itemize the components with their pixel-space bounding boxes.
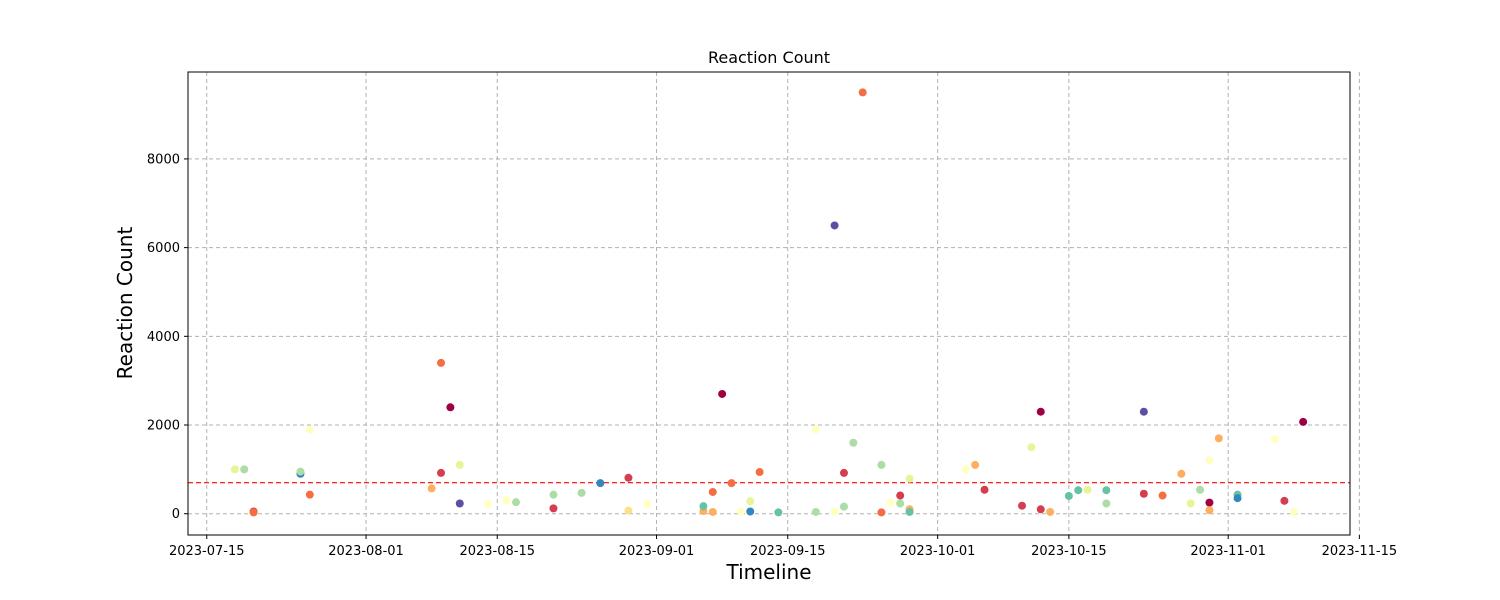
scatter-point [708, 507, 717, 516]
scatter-point [1177, 469, 1186, 478]
scatter-point [455, 460, 464, 469]
scatter-point [830, 221, 839, 230]
data-points [230, 88, 1308, 517]
scatter-point [437, 468, 446, 477]
scatter-point [1233, 494, 1242, 503]
x-axis-title: Timeline [725, 560, 811, 584]
scatter-point [1280, 496, 1289, 505]
scatter-point [240, 465, 249, 474]
scatter-point [596, 479, 605, 488]
scatter-point [877, 508, 886, 517]
scatter-point [905, 507, 914, 516]
chart-title: Reaction Count [708, 48, 830, 67]
scatter-point [839, 502, 848, 511]
scatter-point [1018, 501, 1027, 510]
x-tick-label: 2023-11-01 [1190, 544, 1266, 559]
scatter-point [305, 490, 314, 499]
scatter-point [877, 460, 886, 469]
scatter-point [718, 389, 727, 398]
scatter-point [624, 473, 633, 482]
scatter-point [811, 425, 820, 434]
scatter-point [549, 504, 558, 513]
x-tick-label: 2023-07-15 [169, 544, 245, 559]
grid-lines [188, 72, 1360, 535]
scatter-point [249, 508, 258, 517]
scatter-point [1074, 486, 1083, 495]
scatter-point [746, 507, 755, 516]
scatter-point [455, 499, 464, 508]
scatter-point [736, 507, 745, 516]
scatter-point [708, 487, 717, 496]
scatter-point [549, 490, 558, 499]
scatter-point [437, 358, 446, 367]
scatter-point [1271, 435, 1280, 444]
scatter-point [961, 465, 970, 474]
scatter-point [1102, 486, 1111, 495]
scatter-point [511, 498, 520, 507]
scatter-point [1046, 507, 1055, 516]
scatter-point [746, 497, 755, 506]
scatter-point [624, 506, 633, 515]
scatter-point [971, 460, 980, 469]
y-tick-label: 0 [172, 507, 180, 522]
y-tick-label: 2000 [147, 419, 180, 434]
scatter-point [502, 496, 511, 505]
scatter-point [849, 438, 858, 447]
scatter-point [858, 88, 867, 97]
scatter-point [980, 485, 989, 494]
x-tick-label: 2023-08-01 [328, 544, 404, 559]
scatter-point [896, 499, 905, 508]
x-tick-label: 2023-09-01 [619, 544, 695, 559]
scatter-point [699, 502, 708, 511]
axis-ticks: 2023-07-15 2023-08-01 2023-08-15 2023-09-01… [147, 152, 1397, 559]
plot-background [188, 72, 1350, 535]
scatter-point [1186, 499, 1195, 508]
scatter-point [1196, 485, 1205, 494]
scatter-point [727, 479, 736, 488]
scatter-point [755, 468, 764, 477]
x-tick-label: 2023-09-15 [750, 544, 826, 559]
y-tick-label: 8000 [147, 152, 180, 167]
scatter-point [296, 467, 305, 476]
scatter-point [1102, 499, 1111, 508]
scatter-point [1036, 505, 1045, 514]
x-tick-label: 2023-08-15 [459, 544, 535, 559]
scatter-point [1139, 407, 1148, 416]
x-tick-label: 2023-10-01 [900, 544, 976, 559]
plot-frame [187, 71, 1351, 536]
scatter-point [839, 468, 848, 477]
scatter-point [830, 507, 839, 516]
scatter-point [427, 484, 436, 493]
scatter-point [1158, 491, 1167, 500]
scatter-point [230, 465, 239, 474]
scatter-point [905, 474, 914, 483]
scatter-point [1139, 489, 1148, 498]
scatter-point [811, 507, 820, 516]
y-tick-label: 6000 [147, 241, 180, 256]
scatter-point [305, 425, 314, 434]
x-tick-label: 2023-10-15 [1031, 544, 1107, 559]
scatter-point [886, 498, 895, 507]
scatter-point [774, 508, 783, 517]
scatter-point [896, 491, 905, 500]
x-tick-label: 2023-11-15 [1322, 544, 1398, 559]
scatter-point [483, 499, 492, 508]
scatter-point [1083, 485, 1092, 494]
scatter-point [643, 499, 652, 508]
scatter-point [1205, 506, 1214, 515]
scatter-point [1036, 407, 1045, 416]
scatter-point [1205, 456, 1214, 465]
scatter-point [1214, 434, 1223, 443]
scatter-point [577, 488, 586, 497]
scatter-point [1205, 498, 1214, 507]
scatter-point [1299, 417, 1308, 426]
scatter-point [1064, 491, 1073, 500]
scatter-point [1027, 443, 1036, 452]
y-axis-title: Reaction Count [113, 227, 137, 380]
scatter-point [1289, 507, 1298, 516]
y-tick-label: 4000 [147, 330, 180, 345]
scatter-point [446, 403, 455, 412]
